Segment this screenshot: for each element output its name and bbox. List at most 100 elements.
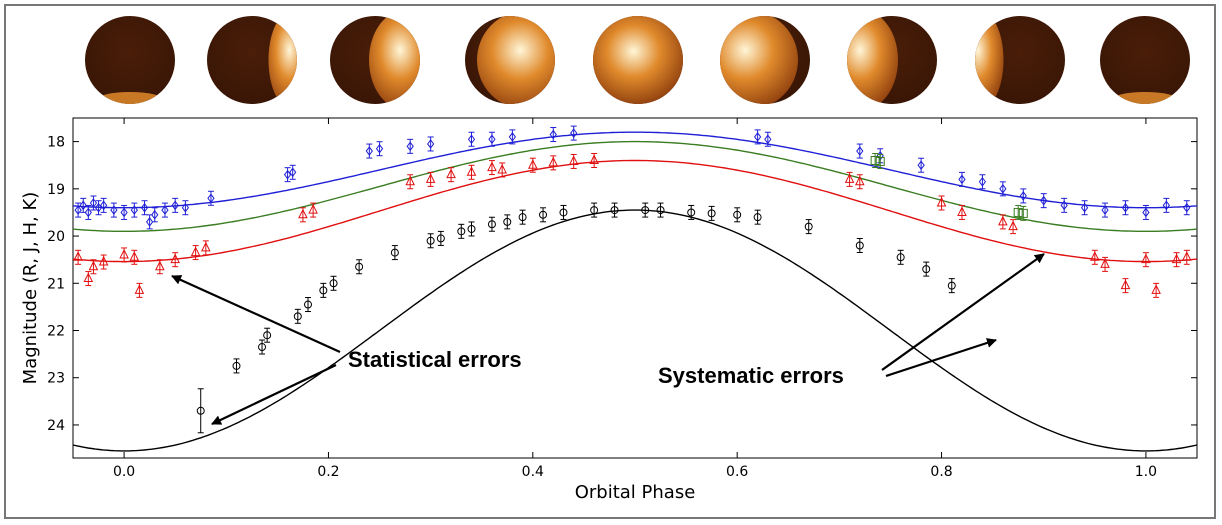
- data-point: [1183, 200, 1191, 216]
- systematic-errors-annotation: Systematic errors: [658, 363, 844, 388]
- data-point: [134, 282, 145, 298]
- data-point: [405, 174, 416, 190]
- data-point: [687, 204, 696, 220]
- data-point: [1171, 252, 1182, 268]
- phase-image: [593, 16, 683, 104]
- y-tick-label: 24: [47, 418, 65, 434]
- data-point: [1101, 202, 1109, 218]
- data-point: [641, 202, 650, 218]
- data-point: [958, 171, 966, 187]
- data-point: [487, 216, 496, 232]
- data-point: [804, 219, 813, 235]
- data-point: [110, 202, 118, 218]
- annotation-arrow: [171, 274, 341, 354]
- data-point: [390, 245, 399, 261]
- data-point: [589, 153, 599, 168]
- data-point: [487, 160, 497, 176]
- data-point: [1100, 256, 1110, 272]
- data-point: [488, 131, 496, 147]
- y-tick-label: 21: [47, 276, 65, 292]
- data-point: [1142, 204, 1150, 220]
- data-point: [365, 143, 373, 159]
- data-point: [998, 214, 1008, 230]
- data-point: [207, 190, 215, 206]
- x-tick-label: 0.4: [522, 464, 544, 480]
- data-point: [467, 221, 476, 237]
- data-point: [258, 339, 267, 355]
- data-point: [151, 207, 159, 223]
- data-point: [917, 157, 925, 173]
- data-point: [733, 207, 742, 223]
- phase-image: [847, 16, 937, 104]
- data-point: [146, 214, 154, 230]
- data-point: [1080, 200, 1089, 216]
- y-tick-label: 18: [47, 135, 65, 151]
- data-point: [319, 282, 328, 298]
- data-point: [1181, 249, 1192, 265]
- data-point: [466, 164, 477, 180]
- data-point: [406, 138, 414, 154]
- data-point: [753, 129, 762, 145]
- data-point: [1013, 204, 1023, 220]
- x-tick-label: 0.2: [317, 464, 339, 480]
- data-point: [999, 181, 1007, 197]
- data-point: [1121, 200, 1130, 216]
- data-point: [1040, 193, 1048, 209]
- data-point: [947, 278, 956, 294]
- data-point: [764, 131, 772, 147]
- data-point: [304, 297, 313, 313]
- data-point: [74, 202, 82, 218]
- data-point: [201, 240, 211, 256]
- data-point: [539, 207, 548, 223]
- axis-ticks: 0.0 0.2 0.4 0.6 0.8 1.0 18 19 20 21 22 23 24: [47, 118, 1197, 480]
- phase-image: [1100, 16, 1190, 104]
- data-point: [425, 171, 436, 187]
- data-point: [656, 202, 665, 218]
- data-point: [89, 195, 98, 211]
- data-point: [854, 174, 865, 190]
- data-point: [263, 327, 272, 343]
- data-point: [436, 230, 445, 246]
- data-point: [83, 271, 94, 287]
- data-point: [308, 202, 318, 218]
- data-point: [896, 249, 905, 265]
- phase-images-row: [85, 16, 1190, 104]
- data-point: [1060, 197, 1068, 213]
- data-point: [922, 261, 931, 277]
- data-point: [196, 388, 205, 434]
- data-point: [293, 308, 302, 324]
- data-point: [155, 259, 165, 275]
- data-point: [590, 202, 599, 218]
- model-curve-3: [72, 209, 1198, 452]
- plot-area: [72, 117, 1198, 459]
- data-point: [120, 204, 128, 220]
- y-tick-label: 20: [47, 229, 65, 245]
- data-point: [73, 249, 83, 265]
- data-point: [446, 167, 456, 183]
- data-point: [1018, 205, 1028, 221]
- data-point: [707, 205, 716, 221]
- data-point: [559, 204, 568, 220]
- data-point: [161, 202, 169, 218]
- data-points: [73, 125, 1192, 434]
- x-tick-label: 1.0: [1135, 464, 1157, 480]
- data-point: [181, 200, 190, 216]
- y-axis-label: Magnitude (R, J, H, K): [20, 192, 41, 385]
- data-point: [84, 204, 92, 220]
- x-tick-label: 0.8: [930, 464, 952, 480]
- annotation-arrow: [881, 253, 1045, 371]
- data-point: [289, 164, 297, 180]
- data-point: [549, 127, 557, 143]
- data-point: [753, 209, 762, 225]
- data-point: [875, 153, 885, 169]
- model-curves: [72, 131, 1198, 452]
- data-point: [426, 233, 435, 249]
- data-point: [1151, 282, 1161, 298]
- data-point: [298, 207, 308, 223]
- y-tick-label: 23: [47, 371, 65, 387]
- data-point: [100, 197, 108, 213]
- data-point: [497, 162, 507, 178]
- data-point: [130, 202, 138, 218]
- annotation-arrow: [211, 364, 337, 425]
